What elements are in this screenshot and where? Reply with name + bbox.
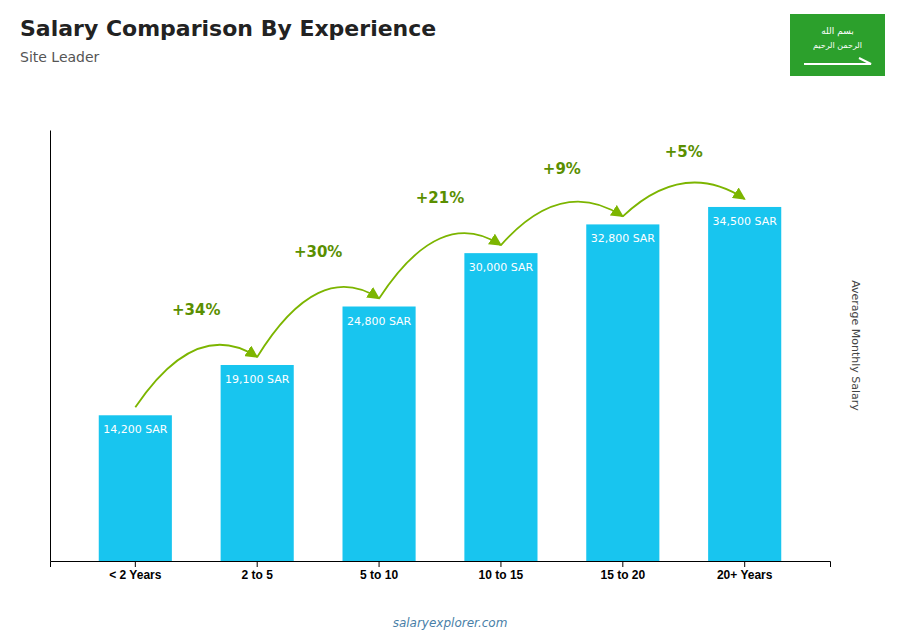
arrow [501,202,623,245]
x-tick-mark [622,561,623,567]
x-tick: 15 to 20 [600,561,645,582]
flag: بسم الله الرحمن الرحيم [790,14,885,76]
flag-text: الرحمن الرحيم [813,41,862,50]
x-tick: < 2 Years [109,561,161,582]
arrow [623,183,745,217]
arrow [135,345,257,408]
bars [99,207,782,561]
annotation: +34% [172,301,220,319]
flag-text: بسم الله [821,26,853,37]
annotation: +9% [543,160,581,178]
x-tick: 2 to 5 [242,561,274,582]
x-tick-label: 15 to 20 [600,568,645,582]
annotation: +30% [294,243,342,261]
annotations: +34% +30% +21% +9% +5% [135,143,744,407]
annotation: +21% [416,189,464,207]
x-tick-label: 10 to 15 [479,568,524,582]
bar [586,224,659,561]
x-tick: 10 to 15 [479,561,524,582]
x-axis: < 2 Years 2 to 5 5 to 10 10 to 15 15 to 20 20… [51,561,831,582]
bar [464,253,537,561]
bar [99,415,172,561]
arrow [257,287,379,357]
bar [343,307,416,561]
flag-background [790,14,885,76]
x-tick: 20+ Years [717,561,773,582]
chart: Salary Comparison By Experience Site Lead… [0,0,900,641]
x-tick-mark [135,561,136,567]
x-tick-label: 5 to 10 [360,568,398,582]
y-axis [50,131,51,562]
x-tick-mark [257,561,258,567]
x-tick-label: 20+ Years [717,568,773,582]
bar [708,207,781,561]
data-label: 14,200 SAR [103,423,168,436]
x-axis-line [51,562,831,568]
source: salaryexplorer.com [393,616,508,630]
x-tick-label: 2 to 5 [242,568,274,582]
arrow [379,233,501,298]
x-tick-mark [500,561,501,567]
plot: < 2 Years 2 to 5 5 to 10 10 to 15 15 to 20 20… [51,131,831,582]
y-axis-title: Average Monthly Salary [849,280,862,411]
data-label: 30,000 SAR [469,261,534,274]
bar [221,365,294,561]
data-label: 32,800 SAR [591,232,656,245]
annotation: +5% [665,143,703,161]
x-tick: 5 to 10 [360,561,398,582]
y-axis-line [50,131,51,562]
data-label: 34,500 SAR [713,215,778,228]
x-tick-mark [379,561,380,567]
flag-sword [804,58,871,64]
data-label: 19,100 SAR [225,373,290,386]
data-labels: 14,200 SAR 19,100 SAR 24,800 SAR 30,000 SAR… [103,215,777,436]
subtitle: Site Leader [20,49,100,65]
data-label: 24,800 SAR [347,315,412,328]
title: Salary Comparison By Experience [20,16,436,41]
x-tick-mark [744,561,745,567]
x-tick-label: < 2 Years [109,568,161,582]
